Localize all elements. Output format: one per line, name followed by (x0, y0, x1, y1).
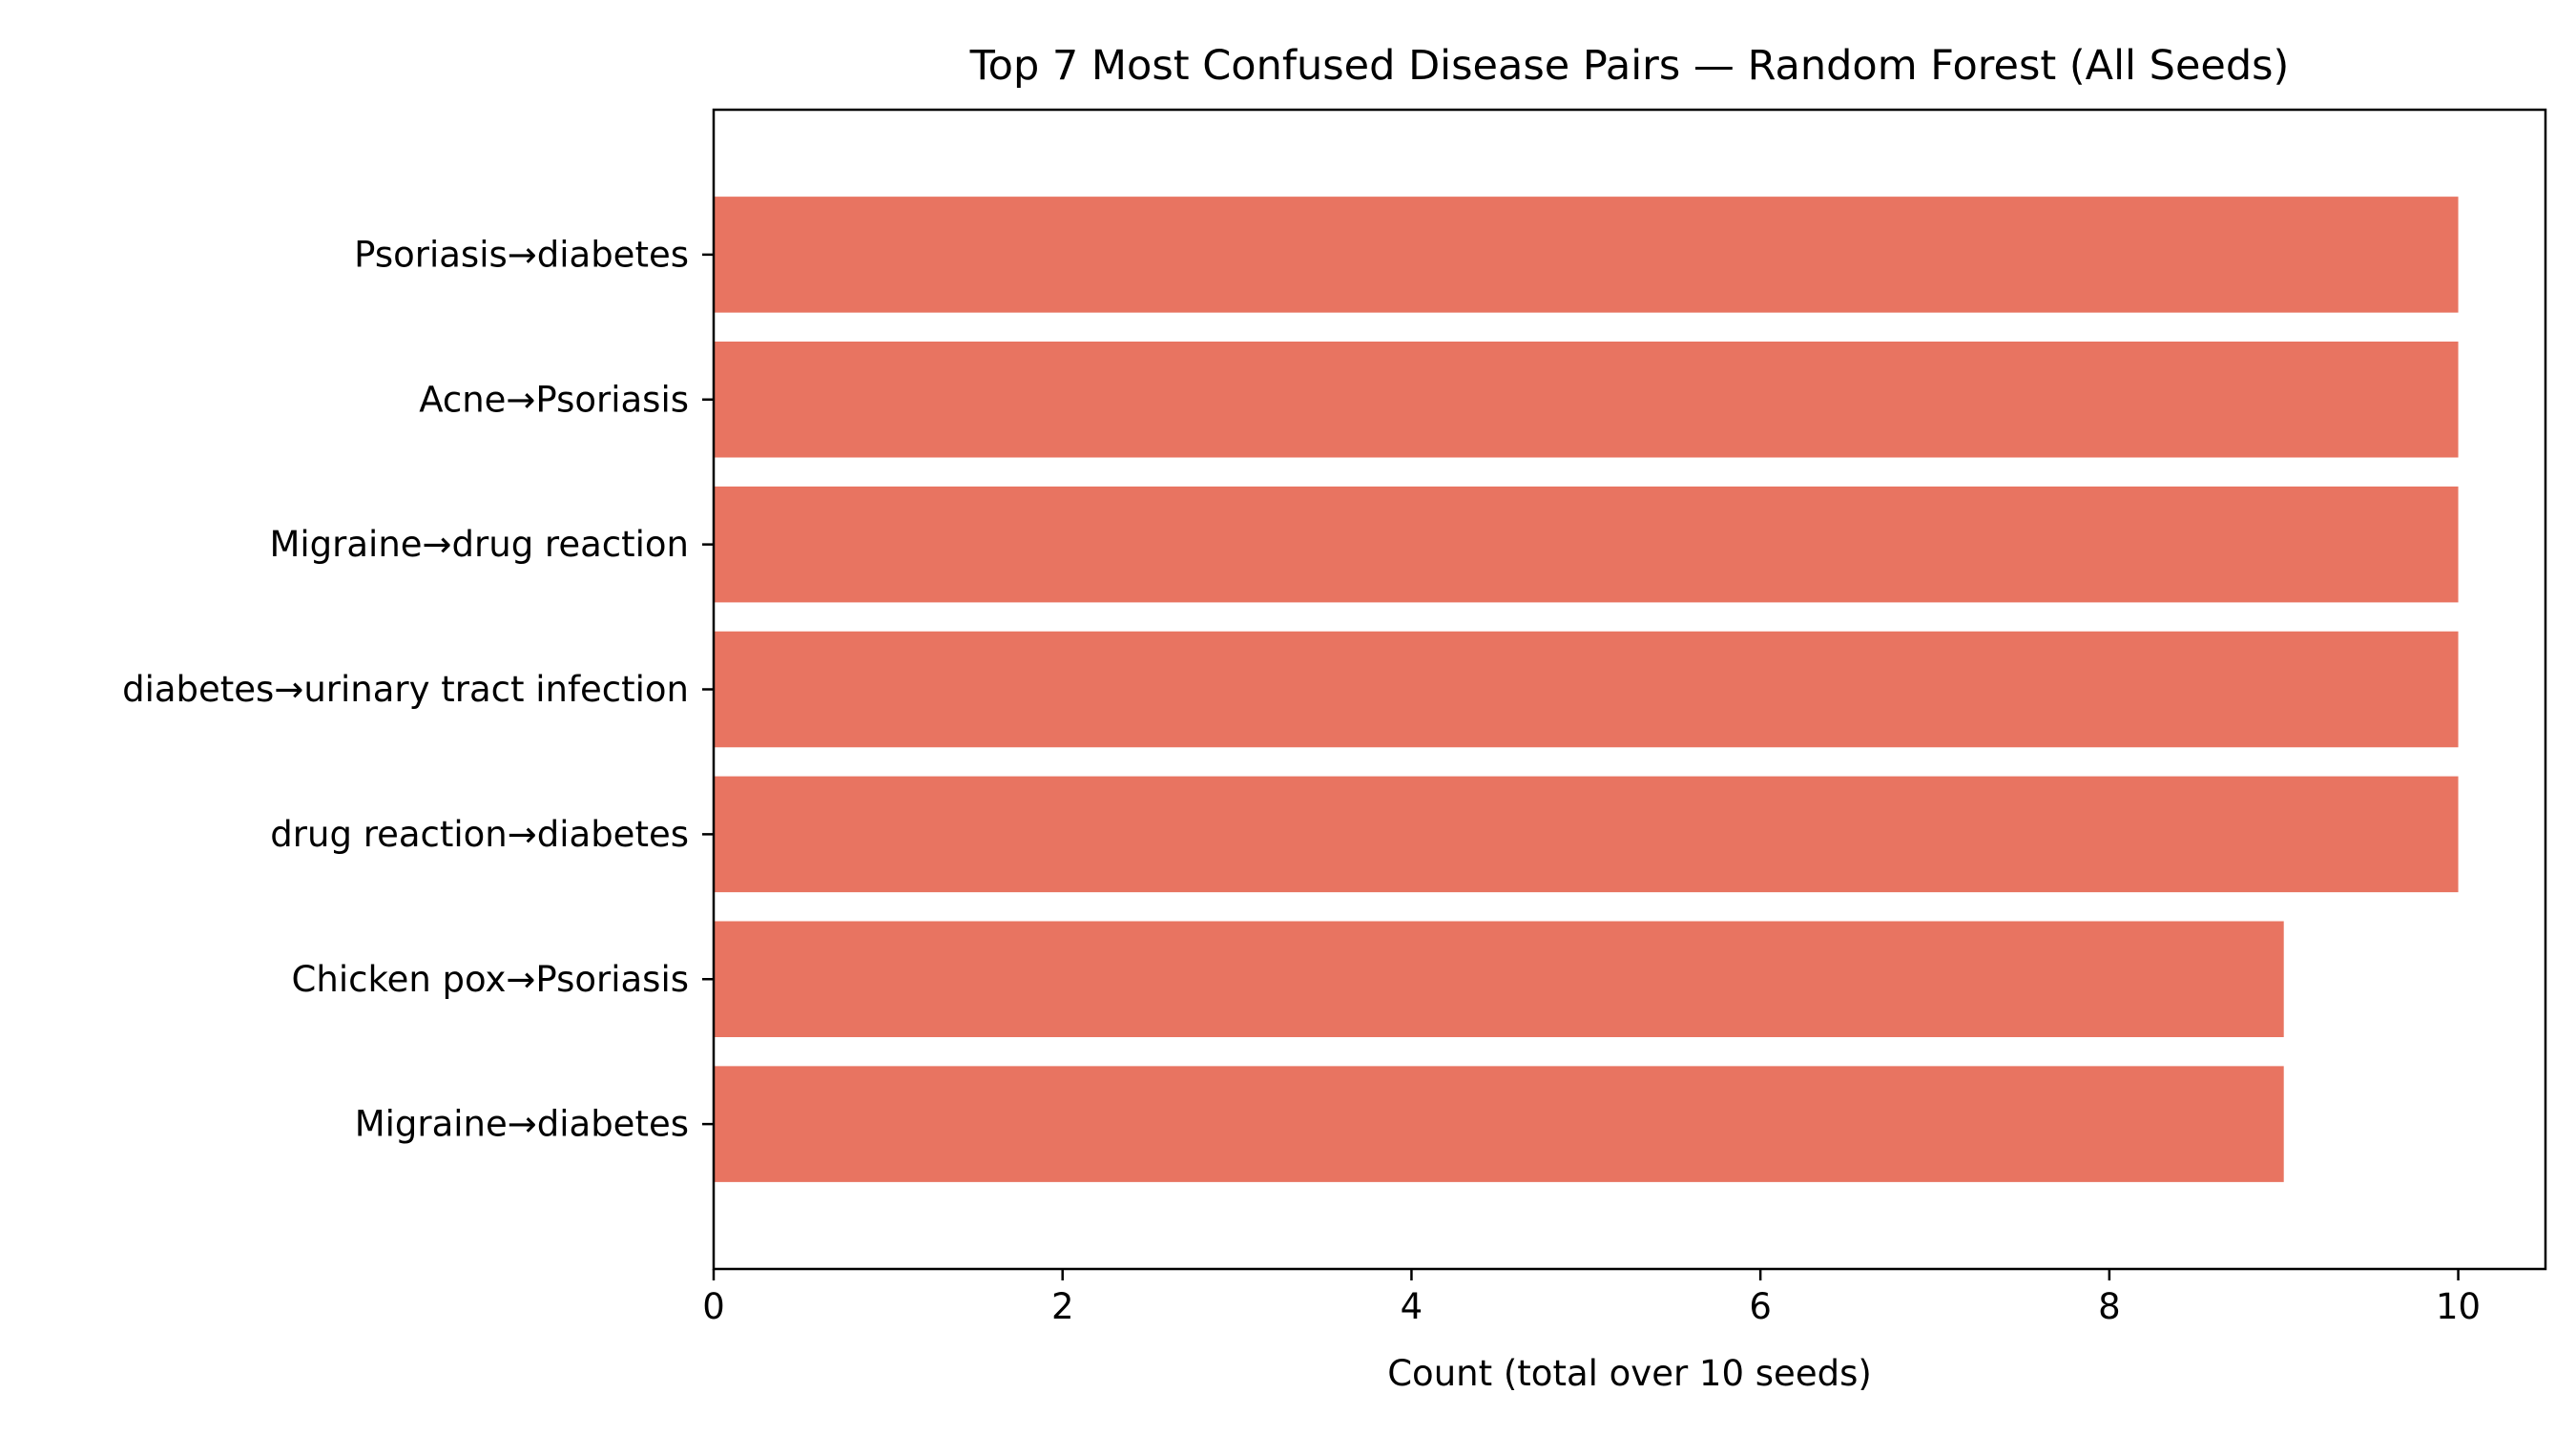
chart-title: Top 7 Most Confused Disease Pairs — Rand… (969, 42, 2290, 90)
y-tick-label: diabetes→urinary tract infection (122, 669, 689, 710)
bars-group (714, 197, 2459, 1182)
y-tick-label: Psoriasis→diabetes (354, 234, 689, 275)
y-tick-label: Migraine→diabetes (355, 1104, 689, 1145)
x-tick-label: 2 (1051, 1286, 1074, 1327)
y-tick-label: drug reaction→diabetes (270, 814, 689, 855)
bar (714, 342, 2459, 458)
x-tick-label: 0 (702, 1286, 725, 1327)
bar (714, 486, 2459, 603)
bar (714, 197, 2459, 313)
x-tick-label: 4 (1401, 1286, 1423, 1327)
y-axis-ticks: Psoriasis→diabetes Acne→Psoriasis Migraine… (122, 234, 714, 1145)
x-tick-label: 10 (2436, 1286, 2481, 1327)
y-tick-label: Chicken pox→Psoriasis (292, 959, 689, 1000)
y-tick-label: Acne→Psoriasis (419, 379, 689, 420)
plot-area-frame (712, 108, 2547, 1271)
y-tick-label: Migraine→drug reaction (269, 524, 689, 565)
x-tick-label: 6 (1749, 1286, 1772, 1327)
x-tick-label: 8 (2098, 1286, 2121, 1327)
bar (714, 631, 2459, 748)
x-axis-label: Count (total over 10 seeds) (1387, 1353, 1872, 1394)
x-axis-ticks: 0 2 4 6 8 10 (702, 1269, 2481, 1327)
bar (714, 776, 2459, 893)
bar (714, 1066, 2284, 1182)
bar (714, 921, 2284, 1037)
